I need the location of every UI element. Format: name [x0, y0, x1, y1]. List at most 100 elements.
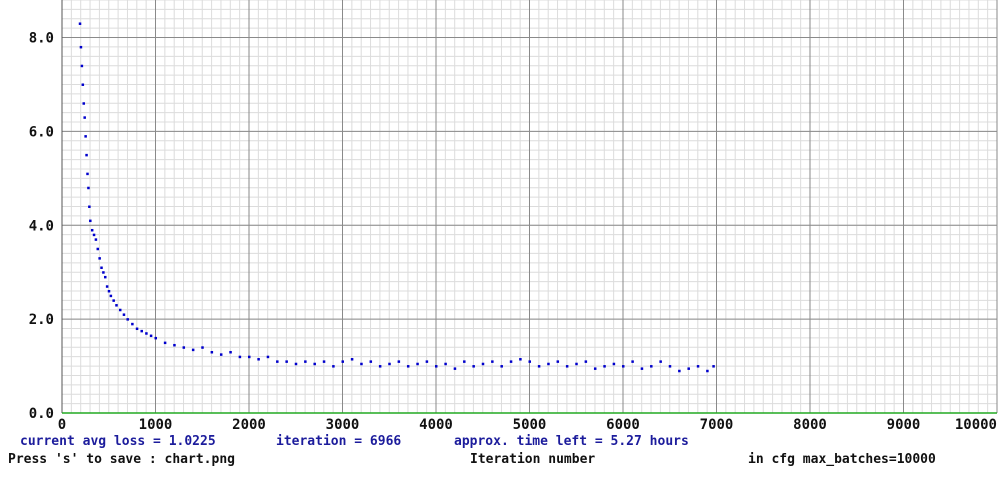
x-tick-label: 10000: [955, 417, 997, 433]
save-hint-text: Press 's' to save : chart.png: [8, 452, 235, 467]
loss-point: [640, 367, 644, 370]
loss-point: [416, 362, 419, 366]
loss-point: [425, 360, 429, 363]
loss-point: [98, 257, 101, 260]
loss-point: [622, 365, 625, 368]
y-tick-label: 4.0: [29, 218, 54, 234]
x-tick-label: 8000: [793, 417, 827, 433]
loss-point: [257, 358, 260, 361]
loss-point: [88, 205, 91, 208]
loss-point: [94, 238, 98, 241]
loss-point: [219, 353, 223, 356]
loss-point: [668, 365, 672, 368]
loss-point: [154, 336, 157, 340]
y-tick-label: 6.0: [29, 124, 54, 140]
loss-point: [397, 360, 401, 363]
x-tick-label: 3000: [326, 417, 360, 433]
loss-point: [248, 355, 251, 359]
x-tick-label: 6000: [606, 417, 640, 433]
loss-point: [81, 83, 85, 86]
loss-point: [100, 266, 103, 270]
loss-point: [210, 350, 214, 354]
loss-point: [712, 365, 715, 368]
loss-point: [276, 360, 279, 363]
loss-point: [491, 360, 494, 363]
loss-point: [528, 360, 531, 363]
x-tick-label: 7000: [700, 417, 734, 433]
loss-point: [107, 289, 111, 293]
y-tick-label: 2.0: [29, 312, 54, 328]
loss-point: [131, 322, 134, 326]
loss-point: [201, 346, 204, 349]
loss-point: [79, 45, 83, 49]
loss-point: [104, 275, 107, 279]
loss-point: [593, 367, 597, 370]
loss-points: [78, 22, 715, 373]
loss-point: [659, 360, 662, 363]
loss-point: [706, 369, 709, 373]
loss-point: [472, 365, 475, 368]
loss-point: [135, 327, 139, 331]
loss-point: [435, 365, 438, 368]
loss-point: [556, 360, 560, 363]
x-tick-label: 1000: [139, 417, 173, 433]
x-tick-label: 2000: [232, 417, 266, 433]
x-tick-label: 9000: [887, 417, 921, 433]
loss-point: [584, 360, 588, 363]
loss-point: [87, 186, 90, 190]
loss-point: [78, 22, 82, 25]
x-axis-label: Iteration number: [470, 452, 596, 467]
loss-point: [109, 294, 113, 298]
iteration-text: iteration = 6966: [276, 434, 402, 449]
loss-point: [102, 271, 105, 274]
loss-point: [575, 362, 578, 366]
loss-point: [565, 365, 569, 368]
loss-point: [678, 369, 681, 373]
loss-point: [149, 334, 153, 338]
loss-point: [80, 64, 84, 68]
loss-point: [481, 362, 485, 366]
loss-point: [500, 365, 503, 368]
loss-point: [96, 247, 100, 251]
y-tick-label: 0.0: [29, 406, 54, 422]
loss-point: [406, 365, 410, 368]
loss-point: [509, 360, 513, 363]
loss-point: [341, 360, 344, 363]
loss-point: [115, 304, 118, 307]
loss-point: [92, 233, 96, 237]
loss-point: [650, 365, 653, 368]
loss-point: [369, 360, 373, 363]
loss-point: [463, 360, 466, 363]
loss-point: [388, 362, 391, 366]
loss-point: [84, 135, 87, 138]
loss-point: [173, 343, 176, 347]
loss-point: [83, 116, 86, 119]
loss-point: [112, 299, 115, 302]
loss-point: [687, 367, 690, 370]
current-loss-text: current avg loss = 1.0225: [20, 434, 216, 449]
grid-major: [61, 0, 998, 414]
loss-point: [294, 362, 298, 366]
loss-point: [90, 228, 94, 232]
loss-point: [603, 365, 606, 368]
loss-point: [140, 329, 143, 333]
max-batches-text: in cfg max_batches=10000: [748, 452, 936, 467]
loss-point: [285, 360, 288, 363]
x-tick-label: 4000: [419, 417, 453, 433]
loss-point: [126, 318, 129, 321]
loss-point: [191, 348, 195, 352]
loss-point: [266, 355, 270, 359]
axes: [61, 0, 997, 414]
x-tick-label: 0: [58, 417, 66, 433]
loss-point: [378, 365, 382, 368]
loss-point: [696, 365, 700, 368]
time-left-text: approx. time left = 5.27 hours: [454, 434, 689, 449]
loss-point: [85, 153, 88, 157]
y-tick-label: 8.0: [29, 31, 54, 47]
loss-point: [163, 341, 167, 345]
loss-point: [537, 365, 541, 368]
loss-point: [444, 362, 447, 366]
loss-point: [105, 285, 109, 288]
loss-point: [145, 332, 148, 335]
